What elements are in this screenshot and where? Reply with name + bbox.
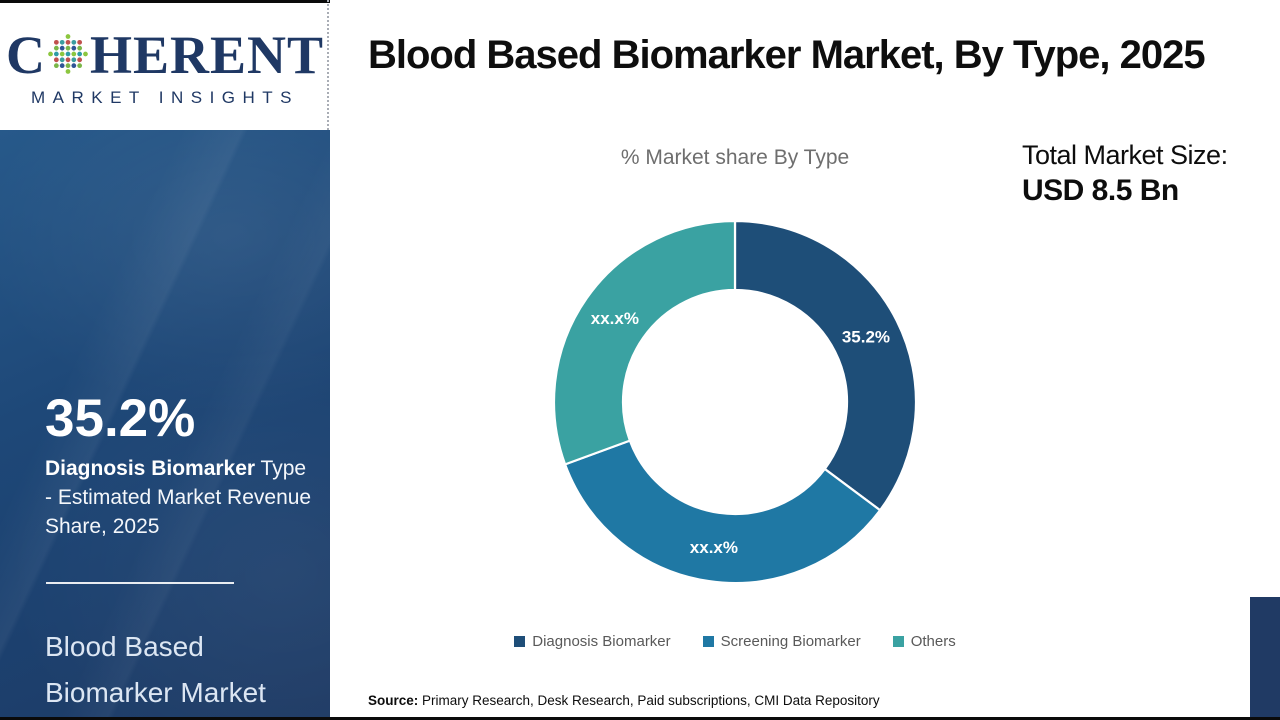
total-market-size-block: Total Market Size: USD 8.5 Bn (1022, 140, 1262, 208)
globe-dot (71, 39, 77, 45)
chart-legend: Diagnosis Biomarker Screening Biomarker … (385, 633, 1085, 650)
legend-label: Others (910, 633, 956, 650)
donut-segment-label: 35.2% (842, 327, 890, 346)
globe-dot (59, 39, 65, 45)
top-edge-line (0, 0, 330, 3)
globe-dot (83, 51, 88, 57)
source-label: Source: (368, 693, 419, 708)
right-navy-bar (1250, 597, 1280, 720)
globe-dot (65, 57, 71, 63)
globe-dot (53, 51, 59, 57)
globe-dot (77, 63, 83, 69)
globe-dot (59, 51, 65, 57)
globe-dot (59, 57, 65, 63)
brand-wordmark: C HERENT (6, 28, 324, 82)
total-market-size-label: Total Market Size: (1022, 140, 1228, 170)
globe-dot (71, 57, 77, 63)
legend-label: Diagnosis Biomarker (532, 633, 671, 650)
stat-segment-suffix: Type - Estimated Market Revenue Share, 2… (45, 457, 312, 538)
sidebar: 35.2% Diagnosis Biomarker Type - Estimat… (0, 130, 330, 720)
legend-label: Screening Biomarker (720, 633, 861, 650)
globe-dot (48, 51, 53, 57)
donut-segment (733, 219, 918, 512)
globe-dot (65, 45, 71, 51)
globe-dot (53, 63, 59, 69)
legend-swatch-icon (892, 636, 904, 647)
legend-item-diagnosis: Diagnosis Biomarker (514, 633, 671, 650)
globe-dot (59, 63, 65, 69)
headline-stat-value: 35.2% (45, 389, 196, 448)
globe-dot (53, 39, 59, 45)
sidebar-divider (46, 582, 234, 584)
source-line: Source: Primary Research, Desk Research,… (368, 693, 880, 708)
source-text: Primary Research, Desk Research, Paid su… (418, 693, 880, 708)
globe-dot (77, 39, 83, 45)
globe-dot (71, 51, 77, 57)
total-market-size-value: USD 8.5 Bn (1022, 174, 1179, 207)
chart-subtitle: % Market share By Type (620, 146, 850, 169)
dotted-separator (327, 0, 329, 130)
brand-letters-rest: HERENT (89, 25, 325, 85)
globe-dot (65, 39, 71, 45)
market-name: Blood Based Biomarker Market (45, 631, 266, 708)
globe-dot (65, 34, 71, 39)
globe-dot (65, 69, 71, 74)
brand-subtitle: MARKET INSIGHTS (30, 88, 300, 107)
donut-segment-label: xx.x% (690, 538, 738, 557)
globe-dot (59, 45, 65, 51)
globe-dot (65, 51, 71, 57)
globe-dot (77, 57, 83, 63)
globe-dot (77, 45, 83, 51)
legend-swatch-icon (514, 636, 526, 647)
dotted-globe-icon (48, 34, 88, 74)
page-title: Blood Based Biomarker Market, By Type, 2… (368, 33, 1206, 77)
donut-chart: 35.2% xx.x% xx.x% (552, 219, 918, 585)
globe-dot (53, 57, 59, 63)
globe-dot (71, 45, 77, 51)
headline-stat-description: Diagnosis Biomarker Type - Estimated Mar… (45, 454, 313, 541)
donut-segment (563, 439, 882, 585)
globe-dot (77, 51, 83, 57)
brand-logo: C HERENT MARKET INSIGHTS (0, 0, 330, 130)
legend-item-screening: Screening Biomarker (702, 633, 861, 650)
stat-segment-name: Diagnosis Biomarker (45, 457, 256, 480)
globe-dot (71, 63, 77, 69)
bottom-edge-line (0, 717, 1280, 720)
legend-swatch-icon (702, 636, 714, 647)
globe-dot (65, 63, 71, 69)
brand-letter-c: C (5, 25, 46, 85)
globe-dot (53, 45, 59, 51)
donut-segment (552, 219, 737, 466)
legend-item-others: Others (892, 633, 956, 650)
donut-segment-label: xx.x% (591, 309, 639, 328)
